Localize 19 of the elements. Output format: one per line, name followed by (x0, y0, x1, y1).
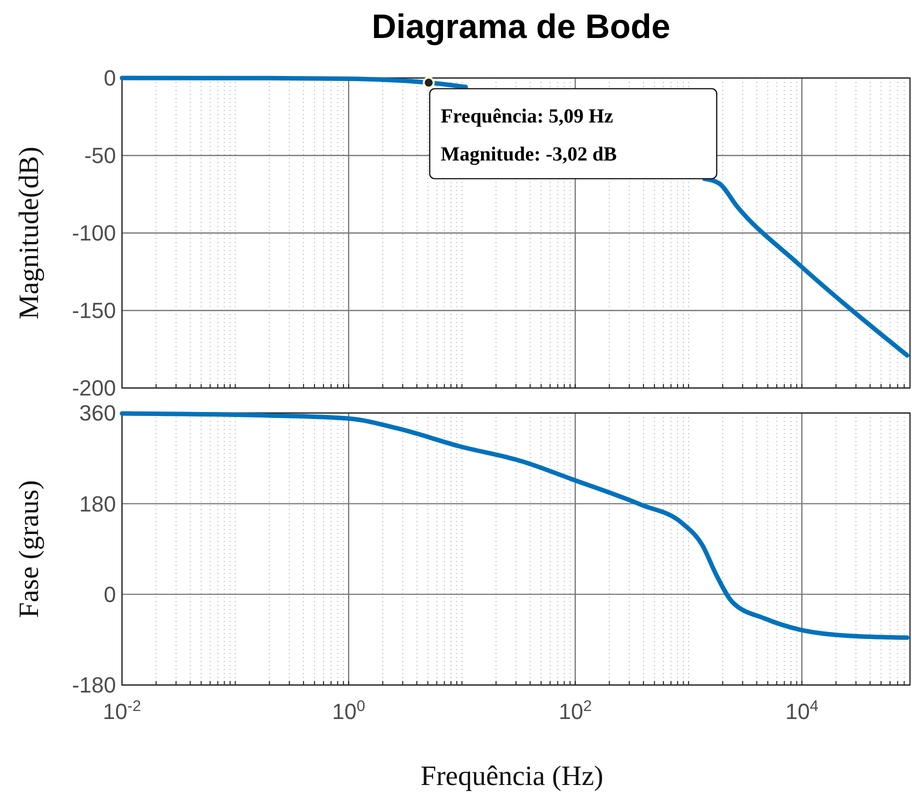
x-tick-label: 10$^{2}$ (558, 698, 592, 724)
x-axis-title: Frequência (Hz) (420, 761, 604, 792)
annotation: Frequência: 5,09 Hz (440, 106, 614, 128)
y-tick-label: -50 (84, 143, 116, 168)
y-tick-label: -180 (72, 672, 116, 698)
y-tick-label: -150 (72, 298, 116, 324)
y-tick-label: 180 (79, 491, 116, 516)
y-tick-label: -100 (72, 220, 116, 246)
y-tick-label: 0 (104, 582, 116, 608)
y-tick-label: 360 (79, 400, 116, 426)
y-axis-title: Magnitude(dB) (14, 146, 45, 320)
x-tick-label: 10$^{0}$ (332, 698, 366, 724)
annotation: Magnitude: -3,02 dB (440, 144, 617, 166)
x-tick-label: 10$^{4}$ (785, 698, 819, 724)
y-tick-label: -200 (72, 376, 116, 401)
chart-title: Diagrama de Bode (372, 8, 670, 46)
y-tick-label: 0 (104, 66, 116, 91)
x-tick-label: 10$^{-2}$ (102, 698, 142, 724)
y-axis-title: Fase (graus) (14, 480, 45, 618)
